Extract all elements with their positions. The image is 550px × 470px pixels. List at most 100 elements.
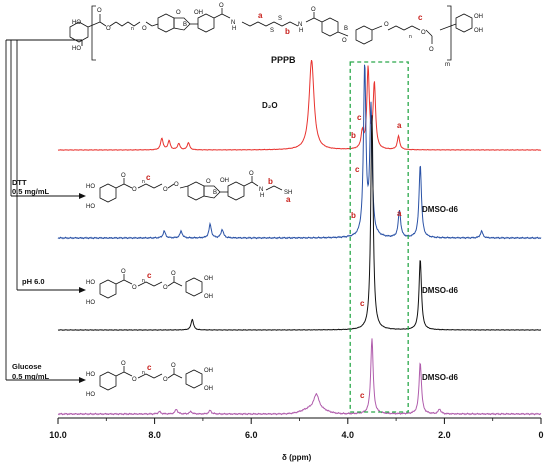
atom-ho-2: HO xyxy=(72,46,81,52)
atom-h-2: H xyxy=(299,28,303,34)
dtt-b: B xyxy=(213,190,217,196)
dtt-label-c: c xyxy=(146,173,151,182)
ph-ho-2: HO xyxy=(86,300,95,306)
dtt-o-3: O xyxy=(163,187,168,193)
subscript-n-top-2: n xyxy=(409,34,412,40)
atom-s-2: S xyxy=(278,16,282,22)
x-tick-label-0: 10.0 xyxy=(49,430,67,440)
atom-o-7: O xyxy=(342,38,347,44)
ph-subscript-n: n xyxy=(142,278,145,284)
spectrum-line-1 xyxy=(57,59,542,151)
atom-o-9: O xyxy=(421,30,426,36)
x-tick-label-2: 6.0 xyxy=(245,430,258,440)
dtt-sh: SH xyxy=(284,190,292,196)
condition-glucose-line2: 0.5 mg/mL xyxy=(12,372,50,381)
polymer-atoms: HO HO O O O O B OH O N H S S N H O B O O… xyxy=(72,3,483,53)
ph-label-c: c xyxy=(147,271,152,280)
dtt-n: N xyxy=(259,187,263,193)
arrowheads xyxy=(79,193,86,383)
dtt-label-b: b xyxy=(268,177,273,186)
dtt-o-4: O xyxy=(174,182,179,188)
atom-oh-3: OH xyxy=(474,28,483,34)
solvent-labels: D₂O DMSO-d6 DMSO-d6 DMSO-d6 xyxy=(262,101,459,382)
black-peak-label-c: c xyxy=(360,299,365,308)
polymer-label: PPPB xyxy=(271,55,296,65)
x-tick-label-3: 4.0 xyxy=(342,430,355,440)
x-axis-label: δ (ppm) xyxy=(282,453,312,462)
glc-o-2: O xyxy=(132,377,137,383)
glc-o-1: O xyxy=(121,361,126,367)
spectrum-line-2 xyxy=(57,64,542,240)
x-tick-label-5: 0 xyxy=(538,430,543,440)
dtt-product-atoms: HO HO O O O O O B OH O N H SH xyxy=(86,171,292,210)
highlight-box xyxy=(349,61,409,413)
glc-oh-2: OH xyxy=(204,386,213,392)
dtt-product-structure xyxy=(99,176,283,203)
polymer-label-c: c xyxy=(418,13,423,22)
dtt-o-5: O xyxy=(206,179,211,185)
subscript-n-top: n xyxy=(131,26,134,32)
dtt-oh: OH xyxy=(220,178,229,184)
ph-oh-1: OH xyxy=(204,276,213,282)
glc-ho-2: HO xyxy=(86,392,95,398)
polymer-label-b: b xyxy=(285,27,290,36)
dtt-o-6: O xyxy=(249,171,254,177)
dtt-h: H xyxy=(260,193,264,199)
solvent-label-dmso-2: DMSO-d6 xyxy=(422,286,459,295)
solvent-label-dmso-1: DMSO-d6 xyxy=(422,205,459,214)
phenyl-ring-1 xyxy=(197,13,215,33)
ph-o-4: O xyxy=(171,271,176,277)
blue-peak-label-a: a xyxy=(397,209,402,218)
dtt-subscript-n: n xyxy=(142,179,145,185)
solvent-label-dmso-3: DMSO-d6 xyxy=(422,373,459,382)
red-peak-label-b: b xyxy=(351,131,356,140)
peak-labels: c b a c b a c c xyxy=(351,113,402,400)
ph-product-atoms: HO HO O O O O OH OH xyxy=(86,269,213,306)
blue-peak-label-b: b xyxy=(351,211,356,220)
left-bracket xyxy=(91,5,96,61)
dtt-ho-2: HO xyxy=(86,204,95,210)
polymer-structure xyxy=(69,5,473,61)
atom-o-1: O xyxy=(97,8,102,14)
glc-o-3: O xyxy=(163,377,168,383)
atom-ho-1: HO xyxy=(72,20,81,26)
glucose-subscript-n: n xyxy=(142,370,145,376)
atom-oh-1: OH xyxy=(194,10,203,16)
dtt-label-a: a xyxy=(286,195,291,204)
boronate-ring xyxy=(173,17,191,31)
x-axis: 10.0 8.0 6.0 4.0 2.0 0 xyxy=(49,417,544,440)
red-peak-label-a: a xyxy=(397,121,402,130)
spectrum-line-3 xyxy=(57,115,541,331)
atom-o-2: O xyxy=(106,26,111,32)
catechol-ring-left xyxy=(69,21,89,43)
glucose-label-c: c xyxy=(147,363,152,372)
solvent-label-d2o: D₂O xyxy=(262,101,278,110)
red-peak-label-c: c xyxy=(357,113,362,122)
condition-glucose-line1: Glucose xyxy=(12,362,42,371)
atom-n-2: N xyxy=(298,22,302,28)
benzoate-ring-2 xyxy=(355,25,373,45)
spectrum-line-4 xyxy=(57,338,542,416)
atom-o-6: O xyxy=(311,7,316,13)
atom-o-4: O xyxy=(176,10,181,16)
purple-peak-label-c: c xyxy=(360,391,365,400)
dtt-o-1: O xyxy=(121,173,126,179)
atom-b-2: B xyxy=(344,26,348,32)
ph-o-3: O xyxy=(163,285,168,291)
glc-ho-1: HO xyxy=(86,372,95,378)
right-bracket xyxy=(447,5,452,61)
dtt-o-2: O xyxy=(132,187,137,193)
ph-oh-2: OH xyxy=(204,294,213,300)
glucose-product-atoms: HO HO O O O O OH OH xyxy=(86,361,213,398)
blue-peak-label-c: c xyxy=(355,165,360,174)
catechol-ring-right xyxy=(455,13,473,33)
atom-b-1: B xyxy=(183,22,187,28)
atom-o-8: O xyxy=(384,22,389,28)
condition-ph-line1: pH 6.0 xyxy=(22,277,45,286)
polymer-label-a: a xyxy=(258,11,263,20)
atom-o-5: O xyxy=(219,3,224,9)
condition-dtt-line2: 0.5 mg/mL xyxy=(12,187,50,196)
atom-s-1: S xyxy=(270,28,274,34)
atom-o-3: O xyxy=(142,26,147,32)
